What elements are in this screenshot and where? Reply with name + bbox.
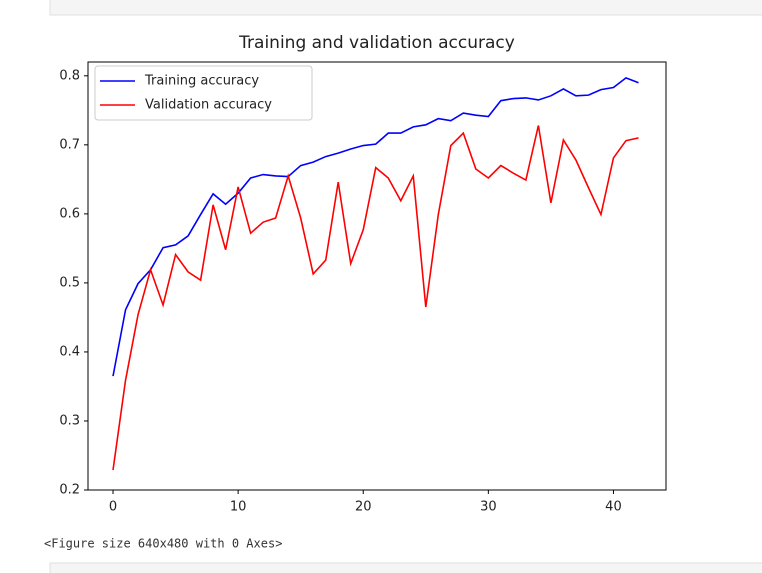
output-text: <Figure size 640x480 with 0 Axes>	[44, 537, 282, 551]
previous-cell	[49, 0, 762, 16]
y-tick-label: 0.7	[59, 137, 80, 152]
y-tick-label: 0.6	[59, 206, 80, 221]
plot-frame	[87, 61, 667, 491]
x-tick-label: 40	[605, 500, 622, 515]
chart-title: Training and validation accuracy	[238, 33, 515, 53]
y-tick-label: 0.5	[59, 275, 80, 290]
x-tick-label: 10	[230, 500, 247, 515]
y-tick-label: 0.2	[59, 483, 80, 498]
legend-label: Validation accuracy	[145, 98, 272, 113]
x-tick-label: 0	[109, 500, 117, 515]
legend-label: Training accuracy	[144, 74, 259, 89]
x-tick-label: 30	[480, 500, 497, 515]
legend-box	[94, 65, 313, 121]
next-cell	[49, 562, 762, 573]
series-line	[112, 125, 639, 471]
x-tick-label: 20	[355, 500, 372, 515]
series-line	[112, 76, 639, 377]
y-tick-label: 0.4	[59, 344, 80, 359]
y-tick-label: 0.3	[59, 413, 80, 428]
y-tick-label: 0.8	[59, 68, 80, 83]
